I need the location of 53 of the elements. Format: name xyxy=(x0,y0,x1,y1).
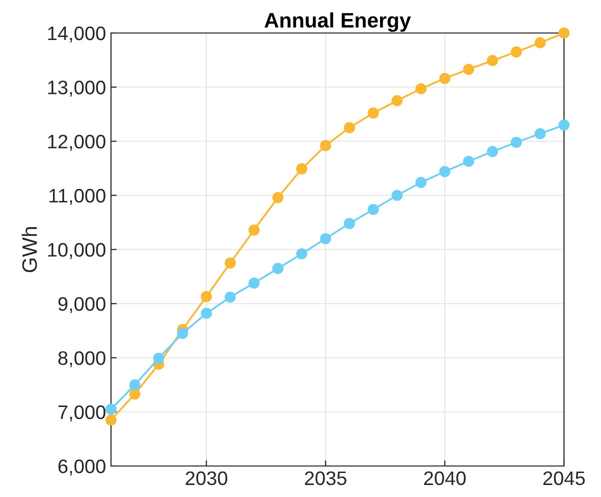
point xyxy=(392,190,403,201)
point xyxy=(534,128,546,140)
y-tick-label: 12,000 xyxy=(48,134,106,151)
y-tick-label: 9,000 xyxy=(58,297,106,314)
x-tick-label: 2030 xyxy=(186,471,228,486)
point xyxy=(510,136,522,148)
point xyxy=(296,163,308,174)
point xyxy=(320,233,332,244)
y-tick-label: 8,000 xyxy=(58,351,106,368)
point xyxy=(200,291,212,302)
point xyxy=(224,292,236,303)
point xyxy=(463,156,474,167)
point xyxy=(248,224,260,236)
point xyxy=(153,352,164,364)
point xyxy=(224,257,236,269)
point xyxy=(558,119,570,131)
point xyxy=(272,192,284,204)
y-axis-title: GWh xyxy=(22,227,37,272)
point xyxy=(415,176,427,188)
point xyxy=(248,278,260,289)
point xyxy=(463,64,474,75)
point xyxy=(486,55,498,66)
point xyxy=(105,404,117,415)
point xyxy=(200,308,212,319)
x-tick-label: 2035 xyxy=(304,471,346,486)
point xyxy=(344,122,355,134)
point xyxy=(534,37,546,48)
point xyxy=(439,72,450,84)
x-tick-label: 2045 xyxy=(543,471,585,486)
point xyxy=(320,140,332,152)
y-tick-label: 14,000 xyxy=(48,26,106,43)
y-tick-label: 7,000 xyxy=(58,405,106,422)
point xyxy=(176,328,188,339)
point xyxy=(105,414,117,426)
point xyxy=(344,218,355,230)
point xyxy=(129,388,140,400)
point xyxy=(129,379,140,390)
point xyxy=(368,108,379,119)
x-tick-label: 2040 xyxy=(424,471,466,486)
point xyxy=(368,204,379,216)
point xyxy=(296,248,308,260)
point xyxy=(439,166,450,178)
y-tick-label: 13,000 xyxy=(48,80,106,97)
y-tick-label: 10,000 xyxy=(48,242,106,260)
point xyxy=(486,146,498,158)
point xyxy=(272,262,284,274)
chart-title: Annual Energy xyxy=(264,12,411,32)
y-tick-label: 6,000 xyxy=(58,459,106,476)
point xyxy=(510,46,522,58)
point xyxy=(558,27,570,39)
y-tick-label: 11,000 xyxy=(50,188,106,205)
point xyxy=(415,83,427,94)
point xyxy=(392,95,403,106)
